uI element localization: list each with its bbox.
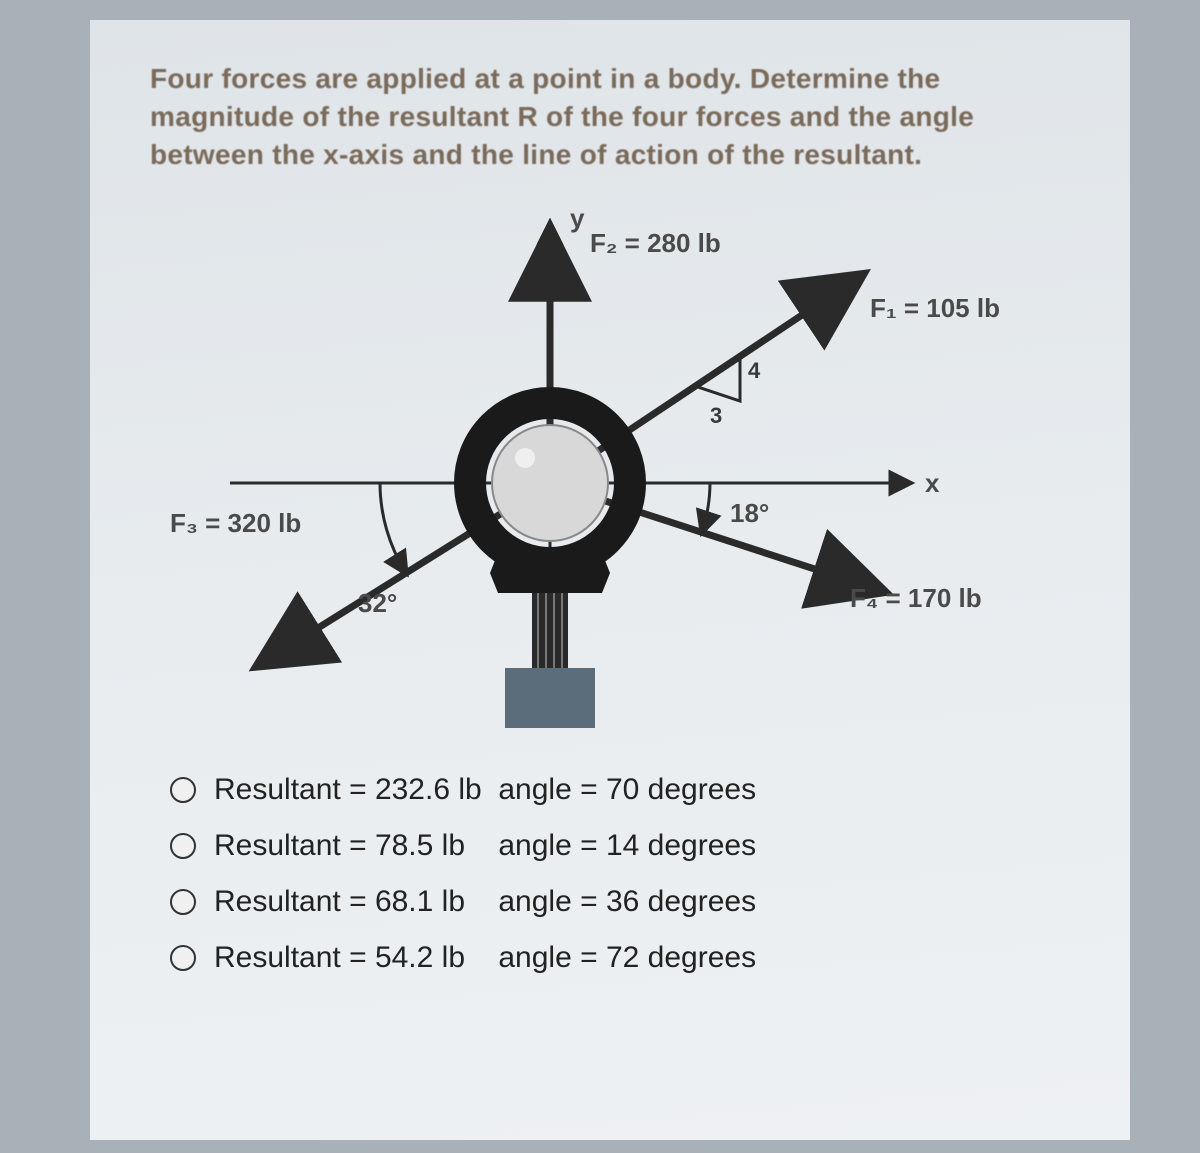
question-page: Four forces are applied at a point in a … <box>90 20 1130 1140</box>
option-c[interactable]: Resultant = 68.1 lb angle = 36 degrees <box>170 885 1070 919</box>
option-b-label: Resultant = 78.5 lb angle = 14 degrees <box>214 829 756 863</box>
answer-options: Resultant = 232.6 lb angle = 70 degrees … <box>150 773 1070 975</box>
f4-label: F₄ = 170 lb <box>850 583 982 614</box>
radio-icon <box>170 945 196 971</box>
slope-run: 3 <box>710 403 722 428</box>
f3-angle: 32° <box>358 588 397 619</box>
option-c-label: Resultant = 68.1 lb angle = 36 degrees <box>214 885 756 919</box>
f3-label: F₃ = 320 lb <box>170 508 301 539</box>
radio-icon <box>170 833 196 859</box>
option-d-label: Resultant = 54.2 lb angle = 72 degrees <box>214 941 756 975</box>
option-a-label: Resultant = 232.6 lb angle = 70 degrees <box>214 773 756 807</box>
f4-angle: 18° <box>730 498 769 529</box>
force-diagram: 4 3 y x <box>150 183 1070 743</box>
question-prompt: Four forces are applied at a point in a … <box>150 60 1070 173</box>
slope-rise: 4 <box>748 358 761 383</box>
option-a[interactable]: Resultant = 232.6 lb angle = 70 degrees <box>170 773 1070 807</box>
radio-icon <box>170 777 196 803</box>
x-axis-label: x <box>925 468 939 499</box>
f1-label: F₁ = 105 lb <box>870 293 1000 324</box>
y-axis-label: y <box>570 203 584 234</box>
option-d[interactable]: Resultant = 54.2 lb angle = 72 degrees <box>170 941 1070 975</box>
f2-label: F₂ = 280 lb <box>590 228 721 259</box>
diagram-svg: 4 3 <box>150 183 1070 743</box>
radio-icon <box>170 889 196 915</box>
option-b[interactable]: Resultant = 78.5 lb angle = 14 degrees <box>170 829 1070 863</box>
